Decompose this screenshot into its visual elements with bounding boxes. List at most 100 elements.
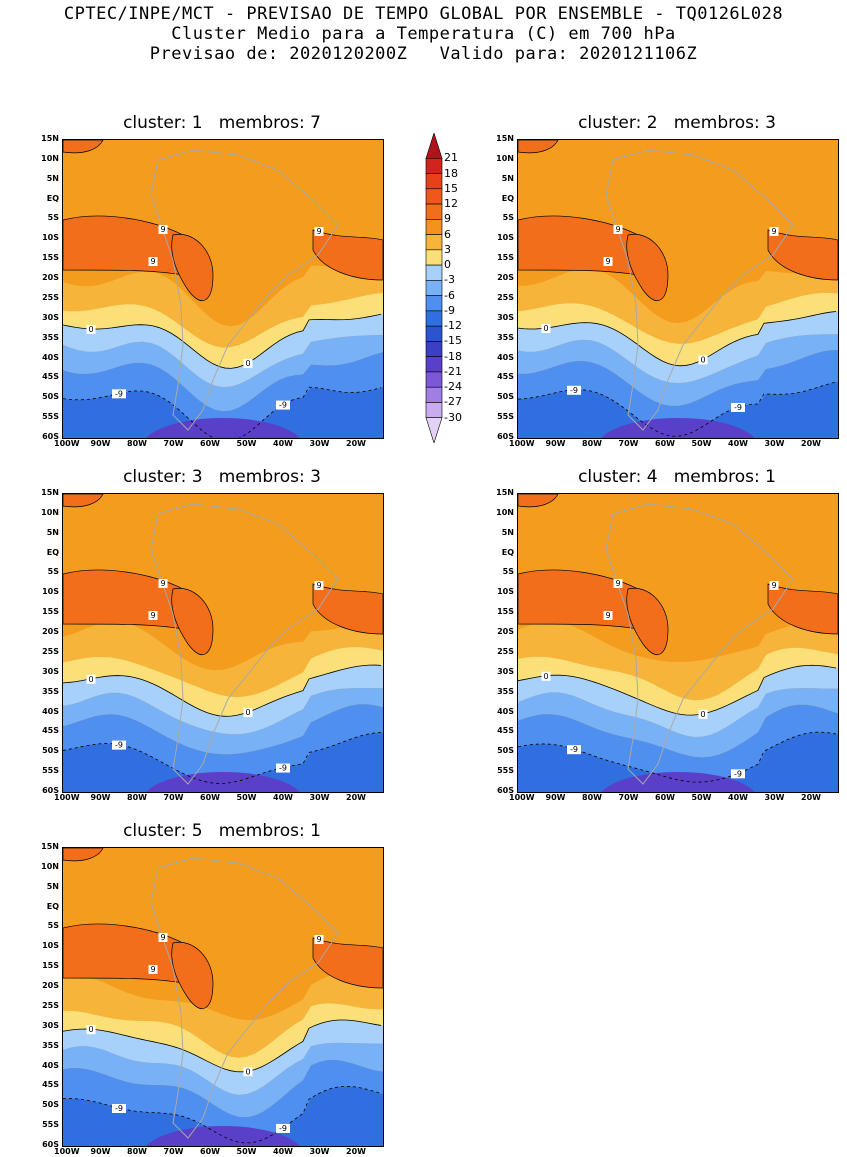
warm-region	[767, 229, 838, 281]
contour-label: 0	[543, 672, 548, 681]
lat-tick-label: 40S	[497, 352, 514, 362]
temperature-band	[63, 265, 383, 348]
temperature-field: 9 9 9 0 0 -9 -9	[518, 140, 838, 438]
lat-tick-label: 35S	[42, 686, 59, 696]
colorbar-level-label: -12	[444, 319, 462, 333]
lat-tick-label: 60S	[42, 432, 59, 441]
panel-title: cluster: 3 membros: 3	[123, 467, 321, 487]
colorbar-swatch	[425, 280, 443, 296]
warm-region	[626, 587, 669, 655]
lon-tick-label: 20W	[801, 793, 821, 802]
warm-region	[63, 848, 104, 862]
zero-contour	[518, 311, 837, 367]
lon-tick-label: 70W	[163, 439, 184, 448]
lat-tick-label: 40S	[42, 352, 59, 362]
colorbar-level-label: 9	[444, 212, 451, 226]
lat-tick-label: 5S	[502, 213, 514, 223]
contour-label-box	[276, 763, 290, 773]
lat-tick-label: 5S	[47, 567, 59, 577]
temperature-band	[63, 665, 383, 735]
temperature-colorbar: 21 18 15 12 9 6 3 0 -3 -6 -9 -12 -15 -18 -21 -24 -27 -30	[424, 133, 484, 443]
contour-label-box	[731, 769, 745, 779]
contour-label-box	[698, 709, 708, 719]
lon-tick-label: 40W	[273, 1147, 293, 1156]
cold-pocket	[146, 772, 300, 792]
lat-tick-label: 45S	[42, 726, 59, 736]
temperature-field: 9 9 9 0 0 -9 -9	[63, 140, 383, 438]
temperature-band	[518, 334, 838, 406]
lat-tick-label: 10S	[42, 941, 59, 951]
south-america-outline	[605, 149, 794, 431]
lon-tick-label: 60W	[200, 439, 220, 448]
lon-tick-label: 80W	[582, 439, 602, 448]
contour-label: 9	[316, 227, 321, 236]
lat-tick-label: 5S	[502, 567, 514, 577]
lat-tick-label: 5N	[46, 173, 59, 183]
lat-tick-label: 40S	[497, 706, 514, 716]
header-line-3: Previsao de: 2020120200Z Valido para: 20…	[149, 44, 698, 64]
lat-tick-label: 45S	[42, 1080, 59, 1090]
lat-tick-label: 15N	[41, 842, 59, 851]
colorbar-level-label: 21	[444, 151, 458, 165]
map-frame: 9 9 9 0 0 -9 -9	[62, 847, 384, 1147]
colorbar-level-label: 12	[444, 197, 458, 211]
lat-tick-label: 35S	[42, 332, 59, 342]
warm-region	[767, 583, 838, 635]
colorbar-level-label: 18	[444, 166, 458, 180]
warm-region	[63, 140, 104, 154]
contour-label-box	[158, 579, 168, 588]
lon-tick-label: 50W	[691, 793, 712, 802]
temperature-field: 9 9 9 0 0 -9 -9	[518, 494, 838, 792]
lat-tick-label: 15N	[496, 488, 514, 497]
lat-tick-label: 45S	[497, 372, 514, 382]
contour-label: -9	[279, 764, 287, 773]
contour-label-box	[567, 745, 581, 755]
contour-label-box	[567, 385, 581, 395]
lat-tick-label: 15N	[41, 488, 59, 497]
minus9-contour	[63, 386, 382, 438]
lat-tick-label: 55S	[42, 412, 59, 422]
temperature-band	[63, 1086, 383, 1146]
temperature-band	[518, 647, 838, 716]
temperature-band	[63, 1042, 383, 1118]
contour-label-box	[541, 324, 551, 334]
contour-label: -9	[279, 1124, 287, 1133]
zero-contour	[63, 313, 382, 369]
lat-tick-label: 55S	[42, 766, 59, 776]
lat-tick-label: 30S	[42, 1020, 59, 1030]
lat-tick-label: 35S	[42, 1040, 59, 1050]
temperature-band	[63, 1003, 383, 1072]
lat-tick-label: 20S	[42, 273, 59, 283]
lon-tick-label: 100W	[509, 439, 535, 448]
temperature-band	[63, 704, 383, 784]
contour-label-box	[148, 611, 158, 620]
lat-tick-label: EQ	[46, 547, 59, 557]
lat-tick-label: 10S	[497, 587, 514, 597]
lat-tick-label: 40S	[42, 706, 59, 716]
lat-tick-label: 15S	[42, 253, 59, 263]
lon-tick-label: 50W	[691, 439, 712, 448]
contour-label-box	[112, 1104, 126, 1114]
contour-label-box	[603, 611, 613, 620]
lon-tick-label: 100W	[54, 439, 80, 448]
temperature-band	[63, 732, 383, 792]
lon-tick-label: 40W	[273, 439, 293, 448]
lat-tick-label: 25S	[497, 292, 514, 302]
lon-tick-label: 50W	[236, 793, 257, 802]
lon-tick-label: 80W	[127, 439, 147, 448]
colorbar-swatch	[425, 310, 443, 327]
colorbar-swatch	[425, 133, 443, 159]
colorbar-level-label: -21	[444, 364, 462, 378]
temperature-band	[63, 334, 383, 412]
contour-label-box	[158, 225, 168, 234]
lat-tick-label: 55S	[497, 412, 514, 422]
lon-tick-label: 90W	[90, 793, 111, 802]
lat-tick-label: 15S	[497, 607, 514, 617]
colorbar-swatch	[425, 417, 443, 443]
lat-tick-label: 60S	[42, 786, 59, 795]
temperature-band	[63, 688, 383, 755]
lat-tick-label: 20S	[42, 981, 59, 991]
lat-tick-label: 30S	[42, 312, 59, 322]
contour-label-box	[613, 579, 623, 588]
warm-region	[626, 233, 669, 301]
